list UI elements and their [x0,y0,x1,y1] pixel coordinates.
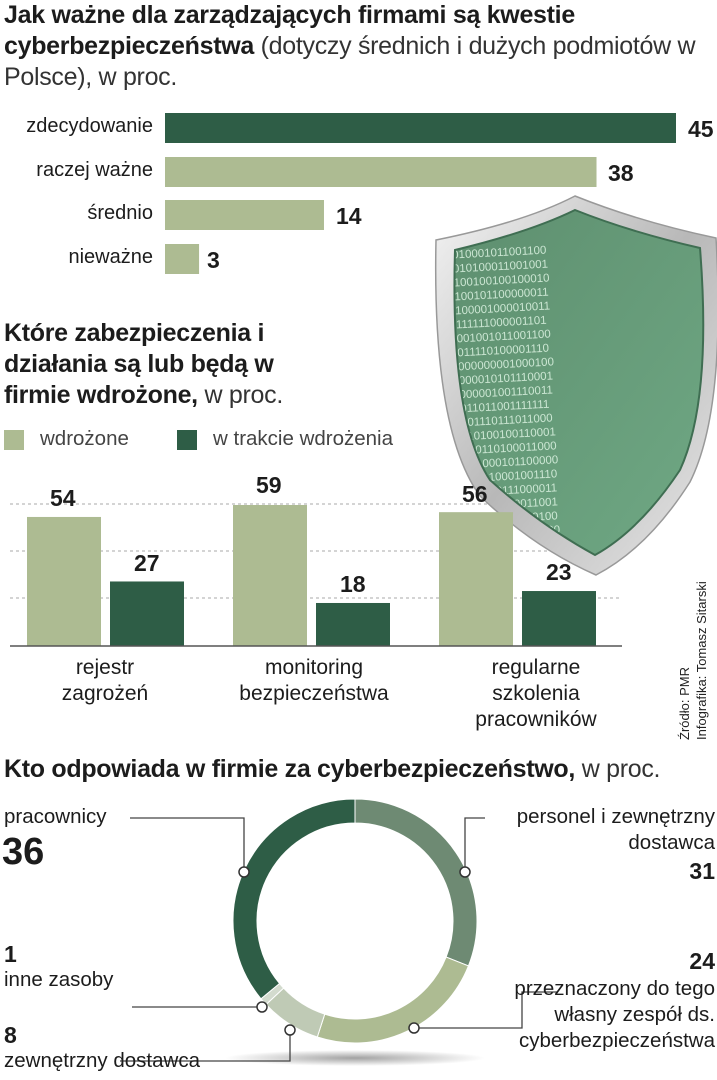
chart2-value-label: 56 [462,481,488,507]
leader-dots [238,866,471,1036]
donut-value-pracownicy: 36 [2,831,45,873]
section3-title: Kto odpowiada w firmie za cyberbezpiecze… [4,755,661,783]
leader-line-pracownicy [130,817,245,872]
binary-digits: 100001000010011 [455,300,551,317]
donut-chart [232,798,478,1044]
donut-label-inne: inne zasoby [4,968,114,991]
binary-digits: 100100100100010 [453,272,549,289]
section2-title: Które zabezpieczenia i działania są lub … [4,319,283,409]
donut-label-pracownicy: pracownicy [4,805,107,828]
binary-digits: 111111000001101 [456,315,547,332]
legend-label-wdrozone: wdrożone [40,427,129,450]
chart1-category-label: zdecydowanie [26,115,153,137]
binary-digits: 000010101110001 [459,370,554,387]
binary-digits: 001000101100000 [463,454,559,471]
leader-line-zespol [414,991,558,1029]
chart2-bar [110,581,184,646]
leader-lines [120,817,558,1062]
credits-infographic: Infografika: Tomasz Sitarski [694,581,709,740]
donut-label-zespol: przeznaczony do tego własny zespół ds. c… [514,977,715,1052]
chart2-value-label: 18 [340,571,366,597]
legend-label-w-trakcie: w trakcie wdrożenia [213,427,394,450]
donut-label-personel: personel i zewnętrzny dostawca [516,805,715,854]
chart1-value-label: 3 [207,247,220,273]
chart1-bar [165,157,597,187]
chart1-category-label: raczej ważne [36,159,153,181]
chart1-category-label: średnio [87,202,153,224]
chart2-bar [522,591,596,646]
binary-digits: 010110100011000 [462,440,557,457]
chart2-bar [439,512,513,646]
chart2-bar [27,516,101,646]
binary-digits: 000001001110011 [459,384,553,401]
donut-slice [232,798,356,1000]
chart2-group-label: regularne szkolenia pracowników [475,656,597,731]
donut-value-personel: 31 [689,858,715,884]
chart1-value-label: 14 [336,203,362,229]
shield-icon: 0100010110011000101000110010011001001001… [434,195,717,576]
chart2-value-label: 59 [256,472,282,498]
chart2-group-label: rejestr zagrożeń [61,656,149,705]
leader-line-zewnetrzny [120,1030,291,1062]
chart1-bars [165,113,676,274]
donut-slice [316,956,470,1044]
binary-digits: 001001011001100 [456,328,551,345]
donut-label-zewnetrzny: zewnętrzny dostawca [4,1049,200,1072]
leader-dot [459,866,471,878]
binary-digits: 001110111011000 [461,412,553,429]
chart1-value-label: 45 [688,116,714,142]
chart2-value-label: 54 [50,485,76,511]
leader-dot [408,1022,420,1034]
donut-shadow [225,1050,485,1066]
chart1-bar [165,244,200,274]
binary-digits: 011011001111111 [460,399,550,416]
credits-source: Źródło: PMR [677,667,692,740]
chart2-value-label: 27 [134,550,160,576]
chart2-bar [233,505,307,646]
donut-value-inne: 1 [4,941,17,967]
donut-value-zewnetrzny: 8 [4,1022,17,1048]
chart2-group-label: monitoring bezpieczeństwa [239,656,389,705]
leader-line-personel [464,817,485,872]
chart1-value-label: 38 [608,160,634,186]
chart1-bar [165,113,676,143]
binary-digits: 010001011001100 [452,245,547,262]
chart2-value-label: 23 [546,559,572,585]
leader-dot [238,866,250,878]
donut-value-zespol: 24 [689,948,715,974]
leader-dot [284,1024,296,1036]
binary-digits: 011110100001110 [457,343,549,360]
donut-slice [354,798,478,967]
binary-digits: 100101100000011 [454,287,549,304]
leader-dot [256,1001,268,1013]
chart2-bars [27,505,596,646]
binary-digits: 010100011001001 [453,258,549,275]
chart1-bar [165,200,324,230]
chart2-bar [316,602,390,646]
binary-digits: 110100100110001 [461,426,556,443]
section1-title: Jak ważne dla zarządzających firmami są … [4,1,696,91]
chart1-category-label: nieważne [68,246,153,268]
binary-digits: 000000001000100 [458,356,554,373]
legend-swatch-wdrozone [4,430,24,450]
legend-swatch-w-trakcie [177,430,197,450]
